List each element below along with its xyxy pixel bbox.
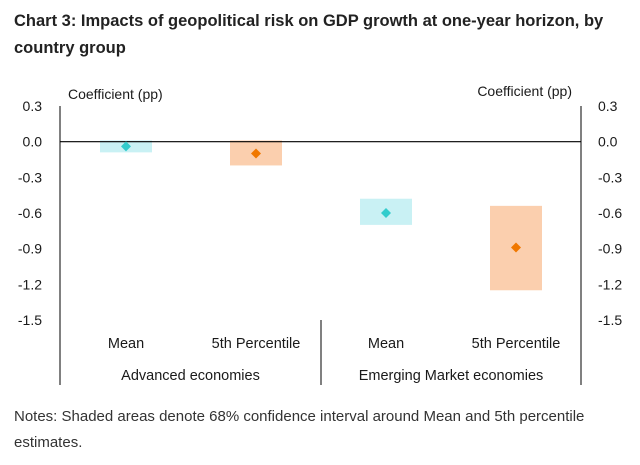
y-axis-label-right: Coefficient (pp) xyxy=(477,83,572,99)
y-tick-label-left: -0.6 xyxy=(18,205,42,221)
category-label: Mean xyxy=(108,336,144,352)
y-tick-label-right: -0.6 xyxy=(598,205,622,221)
estimate-marker-1 xyxy=(121,141,131,152)
y-tick-label-right: 0.3 xyxy=(598,98,618,114)
y-tick-label-left: 0.3 xyxy=(23,98,43,114)
group-label: Advanced economies xyxy=(121,368,260,384)
y-tick-label-left: -0.9 xyxy=(18,241,42,257)
confidence-bands xyxy=(100,140,542,291)
y-tick-label-right: -1.2 xyxy=(598,276,622,292)
category-label: 5th Percentile xyxy=(212,336,301,352)
category-label: Mean xyxy=(368,336,404,352)
category-label: 5th Percentile xyxy=(472,336,561,352)
axis-labels: 0.3 0.3 0.0 0.0 -0.3 -0.3 -0.6 -0.6 -0.9 -0.9 -1.2… xyxy=(18,83,622,384)
y-axis-label-left: Coefficient (pp) xyxy=(68,86,163,102)
y-tick-label-left: -1.5 xyxy=(18,312,42,328)
estimate-marker-2 xyxy=(251,148,261,159)
y-tick-label-right: -0.9 xyxy=(598,241,622,257)
y-tick-label-left: 0.0 xyxy=(23,134,43,150)
estimate-marker-3 xyxy=(381,208,391,218)
chart-notes: Notes: Shaded areas denote 68% confidenc… xyxy=(14,408,585,451)
axes xyxy=(59,106,582,385)
estimate-markers xyxy=(121,141,521,253)
y-tick-label-left: -1.2 xyxy=(18,276,42,292)
y-tick-label-right: -1.5 xyxy=(598,312,622,328)
y-tick-label-left: -0.3 xyxy=(18,169,42,185)
chart-title: Chart 3: Impacts of geopolitical risk on… xyxy=(14,12,604,57)
estimate-marker-4 xyxy=(511,242,521,253)
group-label: Emerging Market economies xyxy=(359,368,544,384)
chart-svg: 0.3 0.3 0.0 0.0 -0.3 -0.3 -0.6 -0.6 -0.9 -0.9 -1.2… xyxy=(18,83,622,385)
y-tick-label-right: 0.0 xyxy=(598,134,618,150)
y-tick-label-right: -0.3 xyxy=(598,169,622,185)
